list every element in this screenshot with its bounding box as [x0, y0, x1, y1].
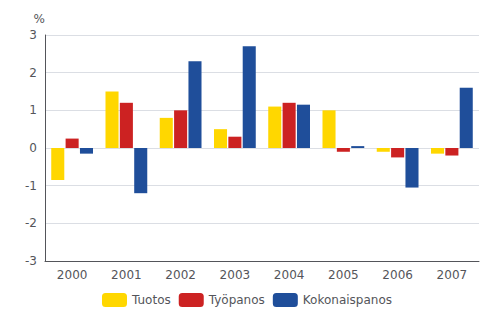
svg-text:2003: 2003	[220, 268, 251, 282]
svg-text:0: 0	[29, 141, 37, 155]
svg-text:2: 2	[29, 66, 37, 80]
svg-text:2002: 2002	[165, 268, 196, 282]
svg-text:-3: -3	[25, 254, 37, 268]
svg-text:Tuotos: Tuotos	[131, 293, 171, 307]
svg-text:-1: -1	[25, 179, 37, 193]
svg-text:1: 1	[29, 103, 37, 117]
svg-text:Työpanos: Työpanos	[208, 293, 265, 307]
svg-text:2007: 2007	[437, 268, 468, 282]
svg-text:2004: 2004	[274, 268, 305, 282]
svg-text:2000: 2000	[57, 268, 88, 282]
svg-text:2005: 2005	[328, 268, 359, 282]
svg-text:3: 3	[29, 28, 37, 42]
svg-text:%: %	[34, 12, 45, 26]
svg-text:Kokonaispanos: Kokonaispanos	[303, 293, 392, 307]
svg-text:2001: 2001	[111, 268, 142, 282]
svg-text:2006: 2006	[382, 268, 413, 282]
svg-text:-2: -2	[25, 216, 37, 230]
